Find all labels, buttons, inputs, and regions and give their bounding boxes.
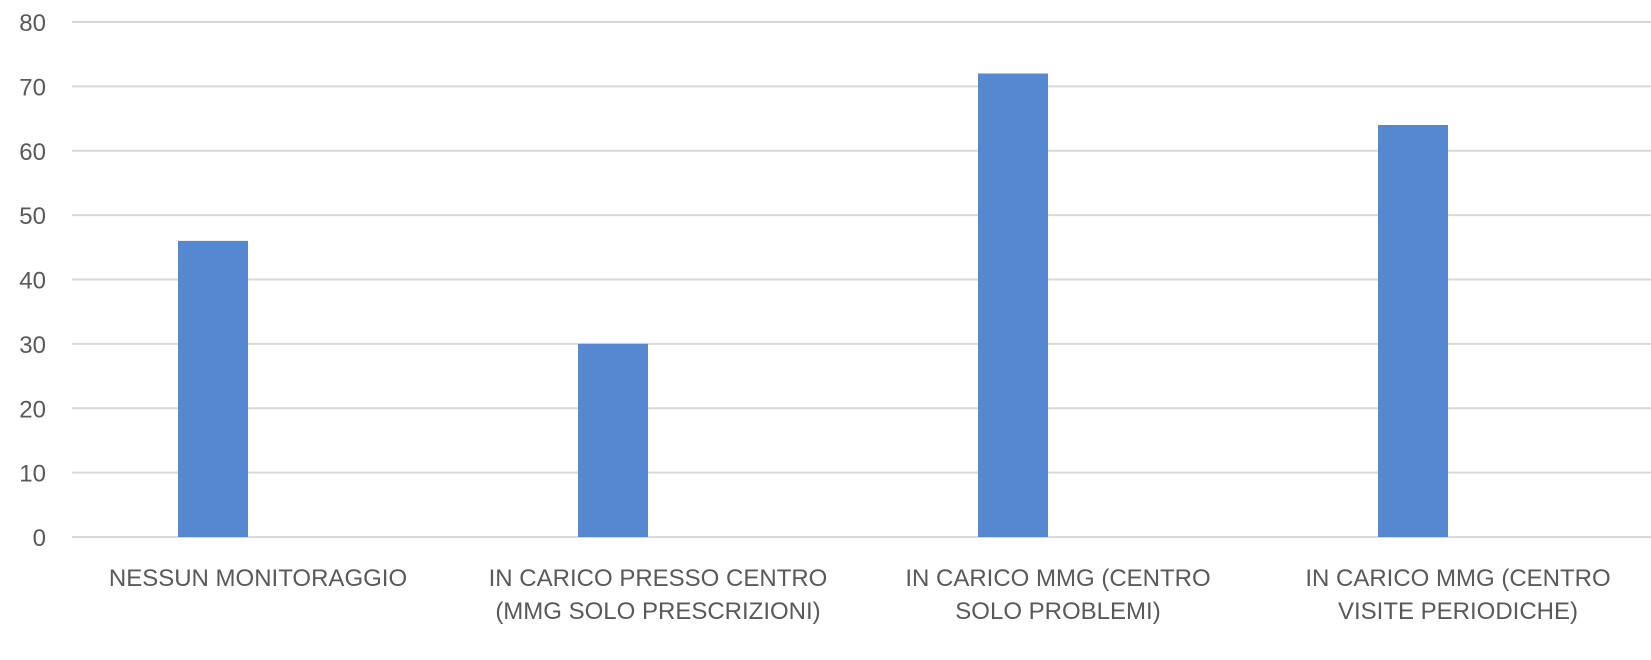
y-tick-label: 60 bbox=[19, 139, 46, 166]
y-tick-label: 50 bbox=[19, 203, 46, 230]
x-category-label: IN CARICO MMG (CENTRO bbox=[905, 565, 1210, 592]
y-tick-label: 70 bbox=[19, 74, 46, 101]
x-category-label: NESSUN MONITORAGGIO bbox=[109, 565, 407, 592]
bars bbox=[178, 74, 1448, 538]
y-tick-label: 20 bbox=[19, 396, 46, 423]
x-category-label: IN CARICO PRESSO CENTRO bbox=[489, 565, 828, 592]
x-category-label: SOLO PROBLEMI) bbox=[955, 598, 1160, 625]
y-tick-label: 10 bbox=[19, 461, 46, 488]
bar bbox=[978, 74, 1048, 538]
bar bbox=[178, 241, 248, 537]
x-category-label: IN CARICO MMG (CENTRO bbox=[1305, 565, 1610, 592]
y-axis-ticks: 0 10 20 30 40 50 60 70 80 bbox=[19, 10, 46, 552]
y-tick-label: 80 bbox=[19, 10, 46, 37]
y-tick-label: 40 bbox=[19, 268, 46, 295]
x-category-label: VISITE PERIODICHE) bbox=[1338, 598, 1578, 625]
bar bbox=[1378, 125, 1448, 537]
y-tick-label: 30 bbox=[19, 332, 46, 359]
x-category-label: (MMG SOLO PRESCRIZIONI) bbox=[495, 598, 820, 625]
x-axis-labels: NESSUN MONITORAGGIO IN CARICO PRESSO CENT… bbox=[109, 565, 1611, 625]
y-tick-label: 0 bbox=[33, 525, 46, 552]
bar bbox=[578, 344, 648, 537]
